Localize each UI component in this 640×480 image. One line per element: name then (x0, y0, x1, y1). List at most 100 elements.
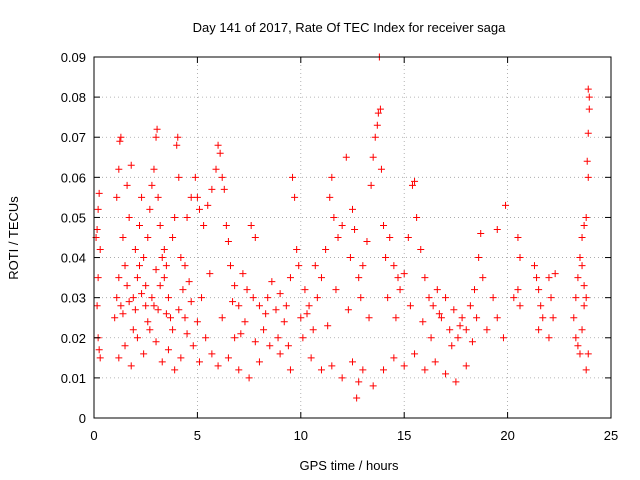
data-point (235, 366, 243, 374)
data-point (95, 189, 103, 197)
data-point (545, 274, 553, 282)
data-point (173, 141, 181, 149)
data-point (125, 213, 133, 221)
data-point (169, 234, 177, 241)
data-point (502, 201, 510, 209)
data-point (123, 181, 131, 189)
data-point (533, 274, 541, 282)
data-point (355, 378, 363, 386)
data-point (222, 221, 230, 229)
plot-frame (93, 56, 612, 419)
data-point (220, 185, 228, 193)
data-point (115, 274, 123, 282)
data-point (317, 274, 325, 282)
data-point (377, 165, 385, 173)
data-point (303, 310, 311, 318)
data-point (332, 286, 340, 294)
data-point (454, 334, 462, 342)
data-point (251, 338, 259, 346)
data-point (133, 274, 141, 282)
x-tick-label: 0 (90, 428, 97, 443)
data-point (535, 326, 543, 334)
data-point (262, 310, 270, 318)
data-point (535, 286, 543, 294)
data-point (404, 234, 412, 241)
y-tick-label: 0.07 (61, 130, 86, 145)
data-point (164, 346, 172, 354)
data-point (572, 294, 580, 302)
data-point (125, 298, 133, 306)
data-point (216, 149, 224, 157)
data-point (231, 334, 239, 342)
data-point (93, 225, 101, 233)
data-point (516, 254, 524, 262)
data-point (396, 286, 404, 294)
data-point (582, 294, 590, 302)
data-point (452, 378, 460, 386)
data-point (218, 173, 226, 181)
data-point (437, 314, 445, 322)
data-point (576, 254, 584, 262)
data-point (572, 334, 580, 342)
data-point (551, 270, 559, 278)
data-point (537, 302, 545, 310)
data-point (382, 254, 390, 262)
data-point (156, 282, 164, 290)
data-point (585, 93, 593, 101)
data-point (582, 213, 590, 221)
y-tick-label: 0 (79, 411, 86, 426)
data-point (198, 294, 206, 302)
data-point (359, 366, 367, 374)
x-tick-label: 20 (500, 428, 514, 443)
x-tick-labels: 0 5 10 15 20 25 (90, 428, 618, 443)
data-point (146, 326, 154, 334)
data-point (584, 350, 592, 358)
data-point (119, 310, 127, 318)
data-point (549, 314, 557, 322)
data-point (477, 229, 485, 237)
data-point (462, 326, 470, 334)
data-point (174, 133, 182, 141)
data-point (380, 221, 388, 229)
data-point (342, 153, 350, 161)
data-point (450, 306, 458, 314)
data-point (237, 330, 245, 338)
data-point (146, 205, 154, 213)
data-point (293, 246, 301, 254)
data-point (195, 358, 203, 366)
data-point (376, 105, 384, 113)
data-point (243, 286, 251, 294)
data-point (359, 262, 367, 270)
data-point (309, 326, 317, 334)
data-point (584, 85, 592, 93)
data-point (338, 374, 346, 382)
data-point (580, 282, 588, 290)
data-point (322, 246, 330, 254)
data-point (330, 213, 338, 221)
data-point (351, 225, 359, 233)
data-point (369, 153, 377, 161)
y-axis-label: ROTI / TECUs (6, 196, 21, 280)
data-point (229, 298, 237, 306)
data-point (344, 306, 352, 314)
data-point (346, 254, 354, 262)
chart-title: Day 141 of 2017, Rate Of TEC Index for r… (193, 20, 506, 35)
data-point (458, 314, 466, 322)
data-point (152, 266, 160, 274)
data-point (408, 181, 416, 189)
data-point (326, 193, 334, 201)
data-point (582, 366, 590, 374)
data-point (448, 342, 456, 350)
y-tick-label: 0.04 (61, 251, 86, 266)
data-point (204, 201, 212, 209)
data-point (493, 225, 501, 233)
data-point (119, 234, 127, 241)
data-point (365, 314, 373, 322)
data-point (268, 278, 276, 286)
y-tick-label: 0.03 (61, 291, 86, 306)
data-point (462, 362, 470, 370)
data-point (181, 314, 189, 322)
data-point (328, 173, 336, 181)
data-point (583, 157, 591, 165)
